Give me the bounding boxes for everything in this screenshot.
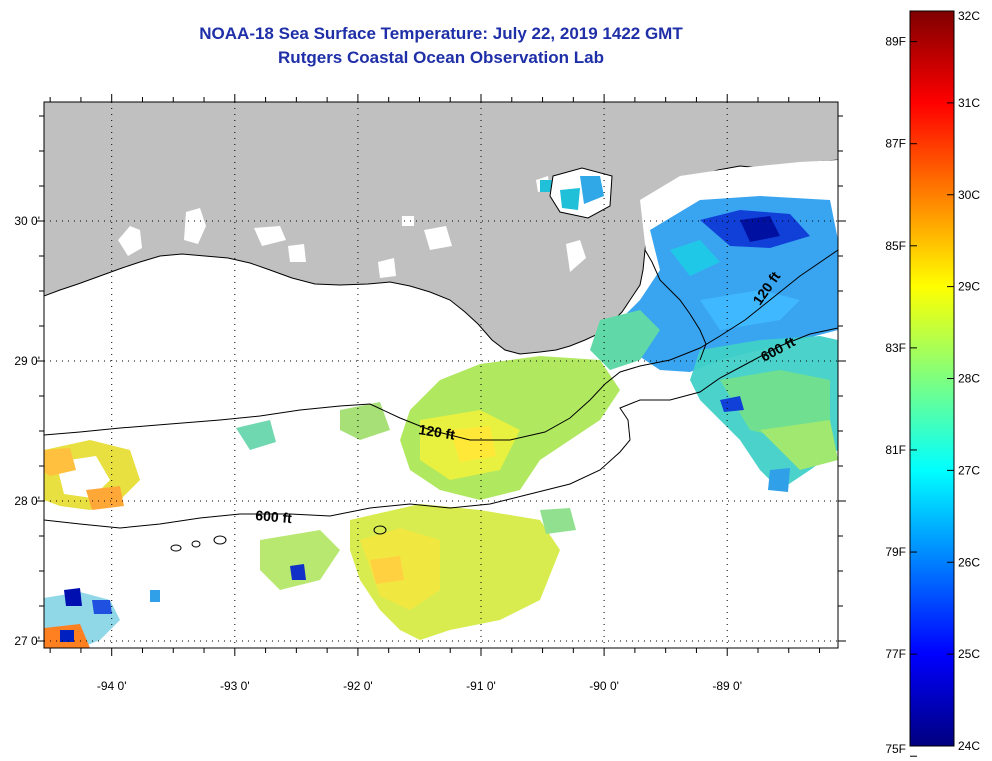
lon-tick-label: -94 0' bbox=[97, 679, 127, 693]
contour-label-600ft-west: 600 ft bbox=[255, 507, 293, 526]
temperature-colorbar bbox=[909, 10, 955, 747]
sst-cool-region bbox=[540, 176, 838, 372]
lon-tick-label: -90 0' bbox=[589, 679, 619, 693]
coastline-island bbox=[549, 167, 613, 219]
fahrenheit-label: 75F bbox=[885, 742, 906, 756]
latitude-labels: 30 0' 29 0' 28 0' 27 0' bbox=[14, 214, 40, 648]
lon-tick-label: -92 0' bbox=[343, 679, 373, 693]
celsius-label: 26C bbox=[958, 555, 980, 569]
fahrenheit-label: 83F bbox=[885, 341, 906, 355]
small-shoals bbox=[170, 525, 387, 552]
celsius-label: 27C bbox=[958, 463, 980, 477]
lat-tick-label: 27 0' bbox=[14, 634, 40, 648]
lon-tick-label: -89 0' bbox=[712, 679, 742, 693]
coastline-east bbox=[644, 249, 707, 361]
fahrenheit-label: 79F bbox=[885, 545, 906, 559]
lat-tick-label: 29 0' bbox=[14, 354, 40, 368]
celsius-label: 24C bbox=[958, 739, 980, 753]
fahrenheit-label: 81F bbox=[885, 443, 906, 457]
isobath-120ft-west bbox=[44, 249, 838, 441]
map-frame bbox=[43, 101, 839, 649]
celsius-label: 30C bbox=[958, 188, 980, 202]
minor-ticks bbox=[36, 94, 846, 656]
celsius-label: 29C bbox=[958, 280, 980, 294]
isobath-600ft bbox=[44, 327, 838, 529]
sst-warm-central-region bbox=[236, 356, 620, 640]
fahrenheit-label: 89F bbox=[885, 35, 906, 49]
lon-tick-label: -93 0' bbox=[220, 679, 250, 693]
contour-label-120ft-west: 120 ft bbox=[418, 421, 457, 443]
celsius-label: 31C bbox=[958, 96, 980, 110]
celsius-label: 28C bbox=[958, 372, 980, 386]
celsius-label: 25C bbox=[958, 647, 980, 661]
fahrenheit-label: 85F bbox=[885, 239, 906, 253]
lat-tick-label: 30 0' bbox=[14, 214, 40, 228]
celsius-label: 32C bbox=[958, 9, 980, 23]
fahrenheit-label: 87F bbox=[885, 137, 906, 151]
map-title: NOAA-18 Sea Surface Temperature: July 22… bbox=[199, 24, 683, 43]
longitude-labels: -94 0' -93 0' -92 0' -91 0' -90 0' -89 0' bbox=[97, 679, 742, 693]
lat-tick-label: 28 0' bbox=[14, 494, 40, 508]
colorbar-labels: 32C 31C 30C 29C 28C 27C 26C 25C 24C 89F 87F 85F 83F 8… bbox=[885, 9, 980, 757]
graticule bbox=[44, 102, 838, 648]
fahrenheit-label: 77F bbox=[885, 647, 906, 661]
sst-west-region bbox=[44, 440, 160, 648]
map-subtitle: Rutgers Coastal Ocean Observation Lab bbox=[278, 48, 604, 67]
lon-tick-label: -91 0' bbox=[466, 679, 496, 693]
